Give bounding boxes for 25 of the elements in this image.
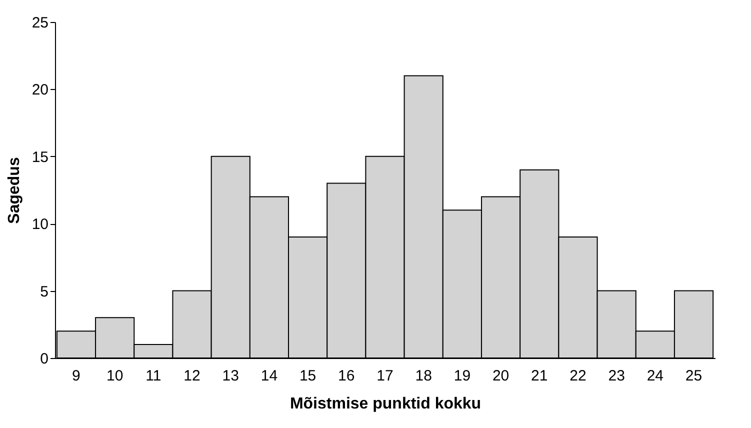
x-axis-title: Mõistmise punktid kokku	[290, 396, 482, 412]
y-tick-label: 10	[32, 216, 48, 234]
x-tick-label: 20	[492, 368, 510, 384]
x-tick-label: 15	[299, 368, 316, 384]
x-tick-label: 24	[646, 368, 664, 384]
x-tick-label: 11	[146, 368, 162, 384]
y-axis-title: Sagedus	[6, 157, 23, 224]
x-tick-label: 23	[608, 368, 625, 384]
y-tick-label: 0	[40, 350, 48, 368]
y-tick-label: 15	[32, 148, 48, 166]
x-tick-label: 25	[685, 368, 702, 384]
x-tick-label: 17	[376, 368, 394, 384]
x-tick-label: 21	[531, 368, 548, 384]
y-tick-label: 5	[40, 283, 48, 300]
x-tick-label: 16	[338, 368, 355, 384]
x-tick-label: 18	[415, 368, 432, 384]
x-tick-label: 22	[570, 368, 586, 384]
x-tick-label: 14	[260, 368, 278, 384]
y-tick-label: 25	[32, 14, 48, 32]
x-tick-label: 12	[184, 368, 200, 384]
x-tick-label: 9	[72, 368, 80, 384]
y-tick-label: 20	[32, 82, 48, 99]
x-tick-label: 19	[454, 368, 471, 384]
x-tick-label: 10	[106, 368, 124, 384]
x-tick-label: 13	[222, 368, 239, 384]
